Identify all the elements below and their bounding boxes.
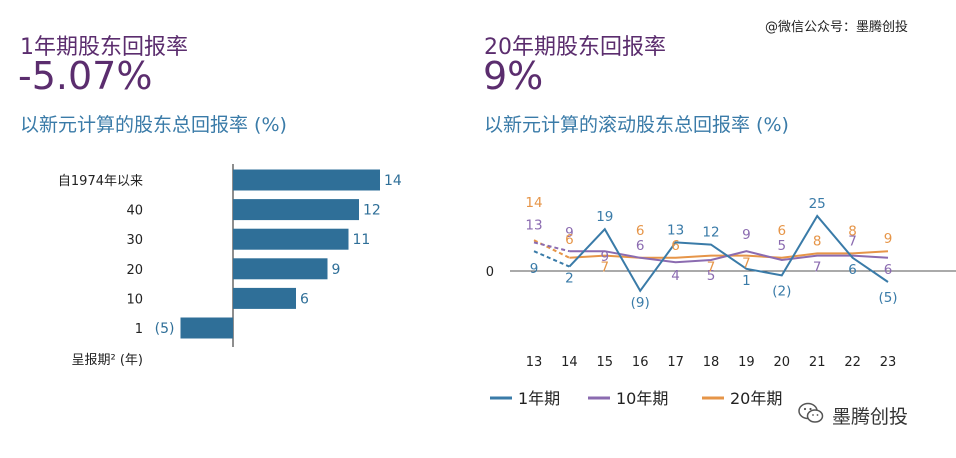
ten-year-data-label: 9 — [565, 225, 574, 241]
bar-value-label: 11 — [353, 232, 371, 248]
ten-year-data-label: 9 — [742, 227, 751, 243]
twenty-year-data-label: 7 — [707, 260, 716, 276]
one-year-legend-label: 1年期 — [518, 389, 560, 408]
twenty-year-data-label: 14 — [525, 195, 542, 211]
twenty-year-data-label: 8 — [848, 223, 857, 239]
one-year-data-label: (9) — [631, 295, 650, 311]
bar-category-label: 30 — [126, 233, 143, 248]
bar-value-label: 6 — [300, 291, 309, 307]
one-year-series-line — [568, 214, 889, 293]
ten-year-legend-label: 10年期 — [616, 389, 668, 408]
ten-year-data-label: 4 — [671, 268, 680, 284]
one-year-data-label: 12 — [702, 225, 719, 241]
x-tick-label: 18 — [703, 355, 720, 370]
x-tick-label: 17 — [667, 355, 684, 370]
right-title: 20年期股东回报率 — [484, 35, 666, 60]
ten-year-data-label: 13 — [525, 217, 542, 233]
one-year-data-label: 9 — [530, 261, 539, 277]
one-year-data-label: 19 — [596, 209, 613, 225]
bar-category-label: 10 — [126, 292, 143, 307]
one-year-series-dashed — [533, 250, 570, 268]
bar-1 — [233, 199, 359, 221]
wechat-icon — [798, 402, 824, 424]
x-tick-label: 22 — [844, 355, 861, 370]
left-subtitle: 以新元计算的股东总回报率 (%) — [20, 114, 287, 136]
bar-category-label: 自1974年以来 — [58, 174, 143, 189]
bar-5 — [180, 317, 233, 339]
twenty-year-data-label: 6 — [636, 223, 645, 239]
bar-category-label: 20 — [126, 263, 143, 278]
one-year-data-label: 13 — [667, 222, 684, 238]
bar-value-label: 9 — [332, 262, 341, 278]
ten-year-data-label: 5 — [707, 268, 716, 284]
x-tick-label: 20 — [774, 355, 791, 370]
x-tick-label: 16 — [632, 355, 649, 370]
twenty-year-legend-label: 20年期 — [730, 389, 782, 408]
x-tick-label: 14 — [561, 355, 578, 370]
x-tick-label: 13 — [526, 355, 543, 370]
x-tick-label: 23 — [880, 355, 897, 370]
one-year-data-label: 6 — [848, 262, 857, 278]
bar-category-label: 1 — [135, 322, 143, 337]
ten-year-data-label: 5 — [778, 238, 787, 254]
left-value: -5.07% — [18, 54, 153, 98]
bar-value-label: (5) — [155, 321, 175, 337]
ten-year-data-label: 7 — [813, 260, 822, 276]
twenty-year-data-label: 6 — [565, 232, 574, 248]
right-subtitle: 以新元计算的滚动股东总回报率 (%) — [484, 114, 789, 136]
ten-year-data-label: 7 — [848, 234, 857, 250]
twenty-year-data-label: 9 — [884, 231, 893, 247]
zero-label: 0 — [486, 265, 494, 280]
twenty-year-data-label: 6 — [778, 223, 787, 239]
line-chart: 0 13 14 15 16 17 18 19 20 21 22 23 9 2 19 (9) 13 12 1 (2) 25… — [486, 195, 956, 408]
bar-0 — [233, 169, 380, 191]
twenty-year-data-label: 6 — [671, 238, 680, 254]
x-tick-label: 15 — [597, 355, 614, 370]
twenty-year-data-label: 7 — [742, 256, 751, 272]
bar-chart: 自1974年以来 14 40 12 30 11 20 9 10 6 1 (5) 呈报期² (年) — [58, 164, 402, 368]
twenty-year-data-label: 7 — [601, 260, 610, 276]
x-tick-label: 21 — [809, 355, 826, 370]
one-year-data-label: 2 — [565, 271, 574, 287]
one-year-data-label: 1 — [742, 273, 751, 289]
right-value: 9% — [483, 54, 544, 98]
bar-4 — [233, 287, 296, 309]
ten-year-data-label: 9 — [601, 249, 610, 265]
ten-year-series-dashed — [533, 241, 570, 253]
bar-2 — [233, 228, 349, 250]
left-title: 1年期股东回报率 — [20, 35, 188, 60]
bar-3 — [233, 258, 328, 280]
watermark-bottom: 墨腾创投 — [832, 406, 909, 428]
ten-year-data-label: 6 — [884, 262, 893, 278]
one-year-data-label: (2) — [772, 283, 791, 299]
watermark-top: @微信公众号：墨腾创投 — [765, 20, 909, 35]
twenty-year-data-label: 8 — [813, 233, 822, 249]
ten-year-data-label: 6 — [636, 238, 645, 254]
bar-category-label: 40 — [126, 204, 143, 219]
bar-axis-title: 呈报期² (年) — [72, 353, 144, 368]
one-year-data-label: 25 — [809, 196, 826, 212]
bar-value-label: 12 — [363, 203, 381, 219]
bar-value-label: 14 — [384, 173, 402, 189]
x-tick-label: 19 — [738, 355, 755, 370]
one-year-data-label: (5) — [878, 290, 897, 306]
